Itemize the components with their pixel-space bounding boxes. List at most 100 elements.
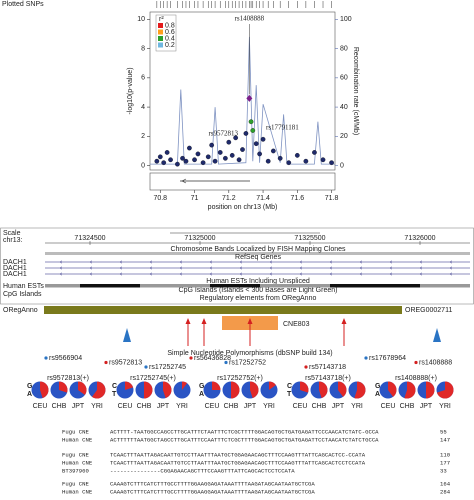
snp-label: rs17252745(+) (130, 375, 176, 382)
x-tick-label: 71.4 (256, 195, 270, 202)
snp-label: rs17252752(+) (217, 375, 263, 382)
pie-slice (212, 381, 221, 390)
intron-arrow (59, 272, 63, 276)
snp-dot (44, 356, 48, 360)
intron-arrow (419, 266, 423, 270)
intron-arrow (89, 272, 93, 276)
intron-arrow (179, 266, 183, 270)
intron-arrow (239, 260, 243, 264)
snp-point (303, 158, 309, 164)
track-title: Regulatory elements from ORegAnno (200, 295, 317, 302)
seq-name: Human CNE (62, 459, 93, 466)
snp-arrowhead (247, 318, 253, 324)
chrom-band (45, 252, 470, 255)
x-tick-label: 71.8 (325, 195, 339, 202)
intron-arrow (239, 266, 243, 270)
snp-label: rs9572813(+) (47, 375, 89, 382)
snp-dot (304, 365, 308, 369)
pie-slice (269, 381, 276, 390)
snp-point (175, 161, 180, 167)
snp-label: rs1408888(+) (395, 375, 437, 382)
pie-slice (92, 381, 106, 399)
sequence: TCAACTTTAATTAGACAATTGTCCTTAATTTAATGCTGGA… (110, 451, 366, 458)
pie-slice (388, 381, 397, 397)
snp-point (212, 158, 218, 164)
cne-label: CNE803 (283, 321, 310, 328)
y-tick-label: 0 (141, 162, 145, 169)
seq-name: Fugu CNE (62, 428, 89, 435)
population-label: CHB (224, 403, 239, 410)
intron-arrow (449, 260, 453, 264)
intron-arrow (209, 260, 213, 264)
legend-title: r² (159, 16, 164, 23)
intron-arrow (179, 272, 183, 276)
snp-dot (414, 360, 418, 365)
legend-label: 0.6 (165, 29, 175, 36)
seq-position: 177 (440, 459, 450, 466)
snp-point (192, 157, 197, 163)
population-label: CEU (33, 403, 48, 410)
allele: C (112, 383, 117, 390)
x-axis-label: position on chr13 (Mb) (208, 204, 278, 211)
snp-dot (364, 356, 368, 360)
snp-point (312, 150, 317, 155)
intron-arrow (149, 272, 153, 276)
allele: G (27, 383, 33, 390)
allele: A (199, 391, 204, 398)
est-block (80, 284, 140, 288)
population-label: YRI (91, 403, 103, 410)
seq-position: 284 (440, 488, 451, 495)
y2-tick-label: 100 (340, 16, 352, 23)
browser-scale: Scale (3, 230, 21, 237)
oreganno-label: OREG0002711 (405, 307, 452, 314)
intron-arrow (179, 260, 183, 264)
intron-arrow (299, 272, 303, 276)
pie-slice (125, 381, 134, 390)
triangle-marker (433, 328, 441, 342)
allele: G (375, 383, 381, 390)
population-label: CHB (400, 403, 415, 410)
y-axis-label: -log10(p-value) (127, 67, 134, 114)
population-label: YRI (176, 403, 188, 410)
sequence: TCAACTTTAATTAGACAATTGTCCTTAATTTAATGCTGGA… (110, 459, 366, 466)
snp-point (320, 157, 326, 163)
intron-arrow (89, 260, 93, 264)
y2-tick-label: 20 (340, 133, 348, 140)
snp-point (270, 148, 276, 154)
snp-point (329, 160, 334, 166)
population-label: JPT (332, 403, 345, 410)
track-label: ORegAnno (3, 307, 38, 314)
track-label: Human ESTs (3, 283, 44, 290)
pie-slice (404, 381, 416, 399)
snp-point (250, 128, 256, 133)
snp-small-label: rs17678964 (369, 355, 406, 362)
track-label: DACH1 (3, 259, 27, 266)
snp-point (161, 160, 167, 166)
lead-snp (246, 94, 253, 102)
snp-label: rs57143718(+) (305, 375, 351, 382)
intron-arrow (329, 260, 333, 264)
seq-name: Fugu CNE (62, 480, 89, 487)
x-tick-label: 71.2 (222, 195, 236, 202)
seq-name: Human CNE (62, 436, 93, 443)
intron-arrow (419, 260, 423, 264)
gene-arrow (181, 178, 187, 184)
legend-label: 0.2 (165, 42, 175, 49)
recombination-line (150, 36, 335, 165)
pie-slice (182, 381, 187, 390)
population-label: JPT (157, 403, 170, 410)
pie-slice (231, 381, 240, 399)
intron-arrow (119, 260, 123, 264)
intron-arrow (149, 266, 153, 270)
population-label: YRI (439, 403, 451, 410)
seq-position: 110 (440, 451, 451, 458)
sequence: ACTTTTTTAATGGCTAGCCTTGCATTTCCAATTTCTCGCT… (110, 436, 379, 443)
intron-arrow (419, 272, 423, 276)
intron-arrow (59, 266, 63, 270)
legend-swatch (158, 36, 163, 41)
population-label: YRI (263, 403, 275, 410)
intron-arrow (269, 260, 273, 264)
seq-position: 164 (440, 480, 451, 487)
intron-arrow (389, 260, 393, 264)
